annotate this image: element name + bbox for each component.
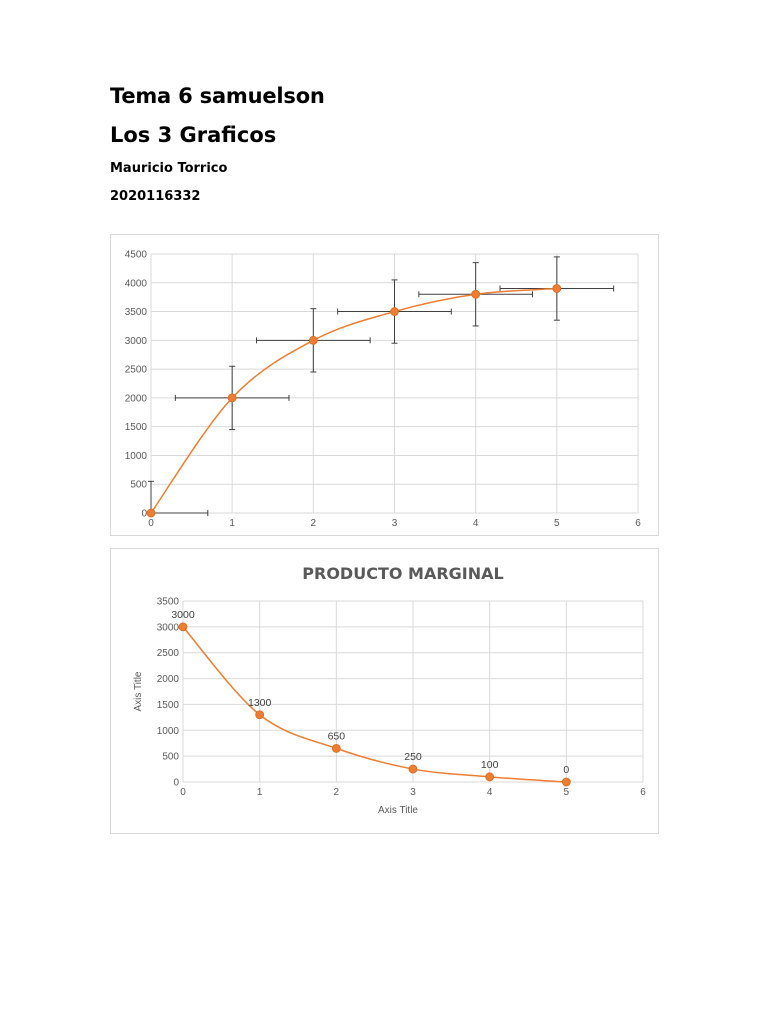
data-point: [561, 777, 571, 787]
y-tick-label: 2000: [157, 674, 180, 685]
x-tick-label: 2: [334, 787, 340, 798]
x-tick-label: 3: [392, 518, 398, 529]
data-label: 250: [404, 751, 422, 763]
x-tick-label: 4: [487, 787, 493, 798]
x-tick-label: 2: [311, 518, 317, 529]
document-title: Tema 6 samuelson: [110, 84, 325, 108]
y-tick-label: 4500: [125, 250, 148, 261]
y-tick-label: 2000: [125, 393, 148, 404]
student-id: 2020116332: [110, 189, 201, 204]
data-label: 100: [481, 759, 499, 771]
data-point: [178, 622, 188, 632]
data-point: [471, 289, 481, 299]
data-point: [227, 393, 237, 403]
total-product-chart-svg: 0 500 1000 1500 2000 2500 3000 3500 4000 4500 0 1 2 3…: [125, 250, 641, 530]
y-axis-title: Axis Title: [133, 671, 144, 711]
author-name: Mauricio Torrico: [110, 161, 228, 176]
x-tick-label: 5: [554, 518, 560, 529]
data-label: 3000: [171, 609, 195, 621]
y-tick-label: 2500: [157, 648, 180, 659]
data-point: [552, 284, 562, 293]
data-label: 0: [563, 764, 569, 776]
data-point: [255, 710, 265, 720]
x-tick-label: 0: [148, 518, 154, 529]
data-point: [485, 772, 495, 782]
x-tick-label: 1: [229, 518, 235, 529]
x-tick-label: 6: [635, 518, 641, 529]
y-tick-label: 500: [162, 752, 179, 763]
x-tick-label: 5: [564, 787, 570, 798]
y-tick-label: 0: [141, 509, 147, 520]
y-tick-label: 1500: [125, 422, 148, 433]
y-tick-label: 4000: [125, 278, 148, 289]
y-tick-label: 3000: [157, 622, 180, 633]
y-tick-label: 3500: [157, 597, 180, 608]
data-point: [408, 764, 418, 774]
x-axis-title: Axis Title: [378, 805, 418, 816]
y-tick-label: 1000: [157, 726, 180, 737]
x-tick-label: 3: [410, 787, 416, 798]
data-point: [390, 307, 399, 316]
data-point: [308, 335, 318, 345]
y-tick-label: 1000: [125, 451, 148, 462]
y-tick-label: 500: [130, 480, 147, 491]
document-subtitle: Los 3 Graficos: [110, 123, 277, 147]
x-tick-label: 1: [257, 787, 263, 798]
marginal-product-chart-svg: PRODUCTO MARGINAL05001000150020002500300…: [133, 564, 646, 816]
x-tick-label: 0: [180, 787, 186, 798]
marginal-product-chart: PRODUCTO MARGINAL 0 500 1000 1500 2000 2500 300…: [110, 548, 659, 834]
y-tick-label: 1500: [157, 700, 180, 711]
y-tick-label: 3000: [125, 336, 148, 347]
data-point: [331, 743, 341, 753]
chart-title: PRODUCTO MARGINAL: [302, 564, 503, 583]
data-label: 1300: [248, 697, 272, 709]
data-point: [146, 508, 156, 518]
data-label: 650: [328, 730, 346, 742]
y-tick-label: 3500: [125, 307, 148, 318]
x-tick-label: 6: [640, 787, 646, 798]
y-tick-label: 2500: [125, 365, 148, 376]
series-line: [150, 287, 557, 514]
x-tick-label: 4: [473, 518, 479, 529]
total-product-chart: 0 500 1000 1500 2000 2500 3000 3500 4000 4500 0 1 2 3…: [110, 234, 659, 536]
y-tick-label: 0: [173, 778, 179, 789]
